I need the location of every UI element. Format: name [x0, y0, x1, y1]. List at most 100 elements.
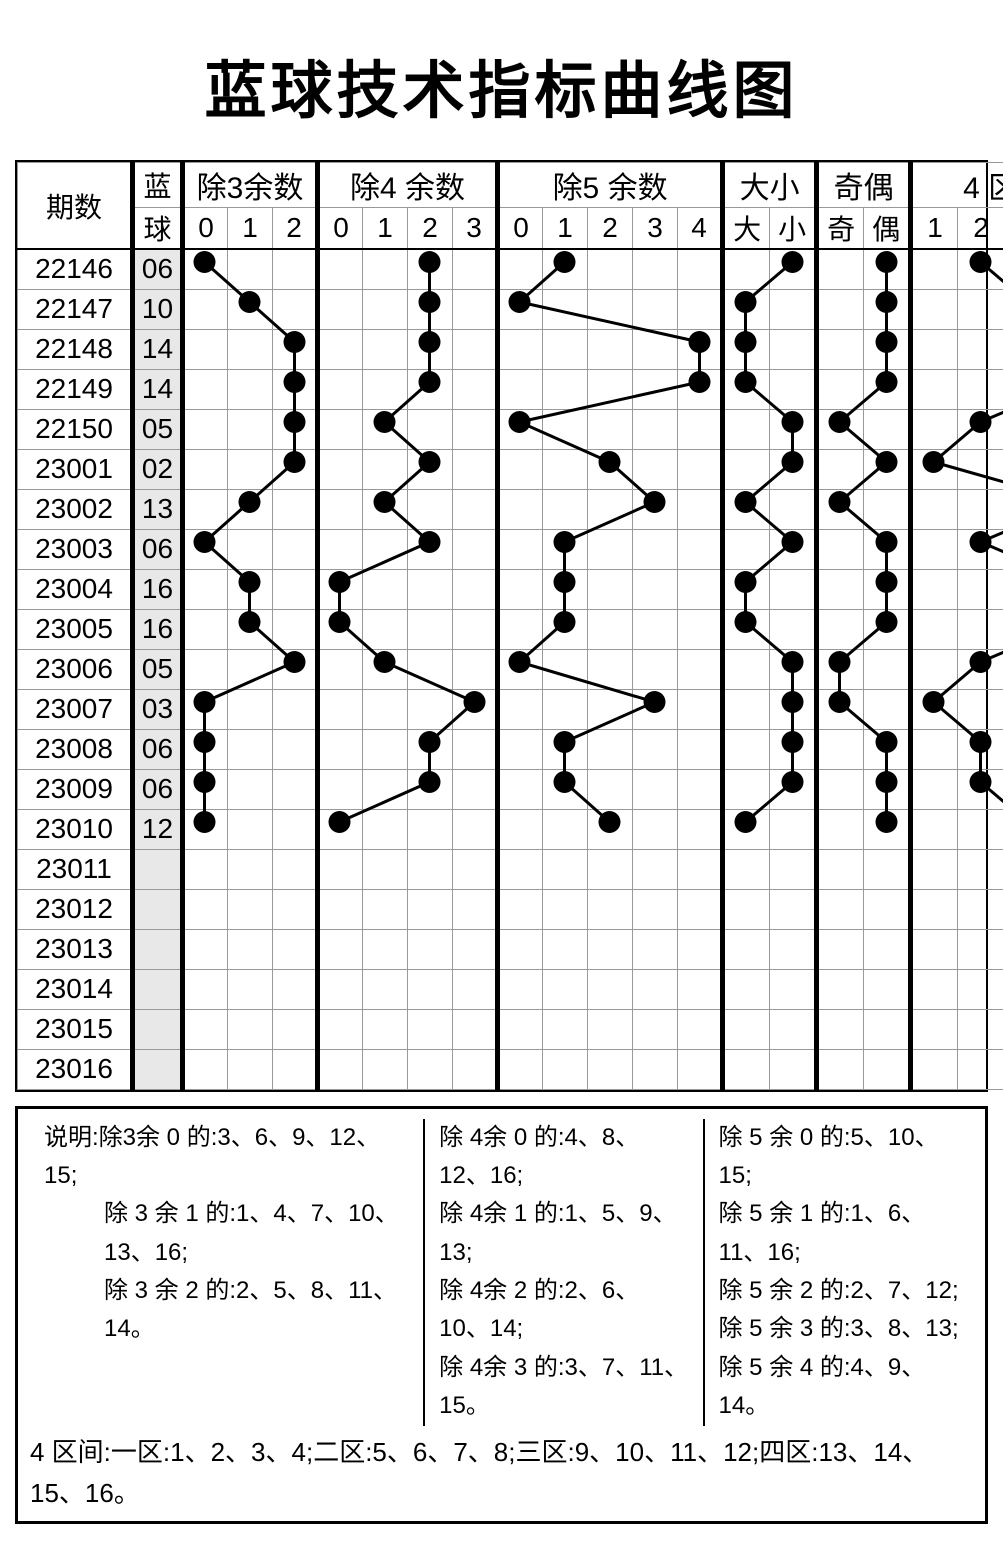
cell-mod3	[228, 1049, 273, 1089]
cell-mod3	[228, 569, 273, 609]
cell-mod4	[363, 609, 408, 649]
cell-oddeven	[864, 969, 911, 1009]
cell-mod5	[633, 529, 678, 569]
cell-mod3	[183, 849, 228, 889]
cell-oddeven	[817, 649, 864, 689]
cell-mod5	[543, 809, 588, 849]
cell-bigsmall	[723, 329, 770, 369]
cell-zone	[958, 889, 1003, 929]
cell-mod4	[453, 289, 498, 329]
cell-zone	[911, 369, 958, 409]
cell-bigsmall	[723, 1009, 770, 1049]
cell-oddeven	[817, 729, 864, 769]
cell-mod4	[408, 1049, 453, 1089]
cell-zone	[911, 449, 958, 489]
cell-ball: 05	[133, 409, 183, 449]
cell-zone	[911, 769, 958, 809]
cell-mod3	[273, 289, 318, 329]
cell-mod4	[318, 1009, 363, 1049]
cell-bigsmall	[723, 449, 770, 489]
cell-mod5	[543, 369, 588, 409]
cell-mod5	[633, 249, 678, 289]
hdr-sub-oddeven-偶: 偶	[864, 208, 911, 250]
cell-bigsmall	[723, 809, 770, 849]
cell-mod3	[273, 529, 318, 569]
cell-mod3	[228, 649, 273, 689]
cell-mod4	[453, 569, 498, 609]
cell-mod4	[363, 769, 408, 809]
cell-mod3	[183, 929, 228, 969]
cell-mod3	[228, 289, 273, 329]
cell-mod5	[498, 889, 543, 929]
cell-oddeven	[864, 849, 911, 889]
footer-line: 除 5 余 4 的:4、9、14。	[719, 1349, 959, 1426]
cell-oddeven	[817, 569, 864, 609]
cell-period: 23009	[18, 769, 133, 809]
footer-line: 除 5 余 0 的:5、10、15;	[719, 1119, 959, 1196]
cell-zone	[958, 769, 1003, 809]
cell-bigsmall	[770, 769, 817, 809]
hdr-sub-mod3-2: 2	[273, 208, 318, 250]
cell-bigsmall	[723, 649, 770, 689]
cell-mod5	[543, 329, 588, 369]
cell-ball: 13	[133, 489, 183, 529]
cell-zone	[958, 609, 1003, 649]
cell-mod5	[588, 969, 633, 1009]
cell-oddeven	[864, 809, 911, 849]
cell-bigsmall	[770, 969, 817, 1009]
cell-mod4	[408, 849, 453, 889]
cell-oddeven	[864, 729, 911, 769]
cell-mod4	[363, 969, 408, 1009]
cell-mod5	[588, 809, 633, 849]
cell-mod3	[183, 249, 228, 289]
cell-oddeven	[864, 289, 911, 329]
page-title: 蓝球技术指标曲线图	[15, 40, 988, 130]
cell-mod3	[183, 489, 228, 529]
cell-mod5	[678, 1009, 723, 1049]
cell-mod5	[678, 609, 723, 649]
footer-col-mod5: 除 5 余 0 的:5、10、15;除 5 余 1 的:1、6、11、16;除 …	[705, 1119, 973, 1426]
cell-mod4	[453, 769, 498, 809]
cell-mod5	[498, 609, 543, 649]
cell-bigsmall	[770, 249, 817, 289]
cell-mod5	[588, 489, 633, 529]
cell-mod3	[273, 969, 318, 1009]
cell-mod5	[498, 369, 543, 409]
cell-mod3	[228, 409, 273, 449]
cell-mod3	[273, 689, 318, 729]
cell-ball: 16	[133, 569, 183, 609]
cell-zone	[958, 1009, 1003, 1049]
cell-bigsmall	[770, 809, 817, 849]
cell-zone	[911, 569, 958, 609]
hdr-group-mod4: 除4 余数	[318, 163, 498, 208]
cell-mod3	[183, 649, 228, 689]
hdr-ball-top: 蓝	[133, 163, 183, 208]
cell-oddeven	[864, 689, 911, 729]
cell-ball: 05	[133, 649, 183, 689]
cell-mod5	[498, 729, 543, 769]
cell-mod4	[318, 609, 363, 649]
cell-zone	[958, 489, 1003, 529]
cell-oddeven	[817, 289, 864, 329]
cell-mod4	[363, 369, 408, 409]
cell-mod4	[318, 769, 363, 809]
hdr-sub-mod4-1: 1	[363, 208, 408, 250]
cell-mod3	[273, 889, 318, 929]
cell-bigsmall	[770, 569, 817, 609]
cell-mod4	[453, 689, 498, 729]
hdr-sub-mod5-0: 0	[498, 208, 543, 250]
cell-mod4	[363, 249, 408, 289]
cell-bigsmall	[770, 849, 817, 889]
cell-mod5	[498, 809, 543, 849]
cell-mod5	[588, 329, 633, 369]
cell-zone	[911, 1049, 958, 1089]
cell-zone	[958, 649, 1003, 689]
hdr-sub-zone-1: 1	[911, 208, 958, 250]
cell-mod4	[363, 689, 408, 729]
cell-mod3	[183, 369, 228, 409]
cell-bigsmall	[723, 609, 770, 649]
cell-mod4	[318, 729, 363, 769]
cell-ball	[133, 929, 183, 969]
cell-ball: 14	[133, 329, 183, 369]
cell-mod3	[273, 809, 318, 849]
